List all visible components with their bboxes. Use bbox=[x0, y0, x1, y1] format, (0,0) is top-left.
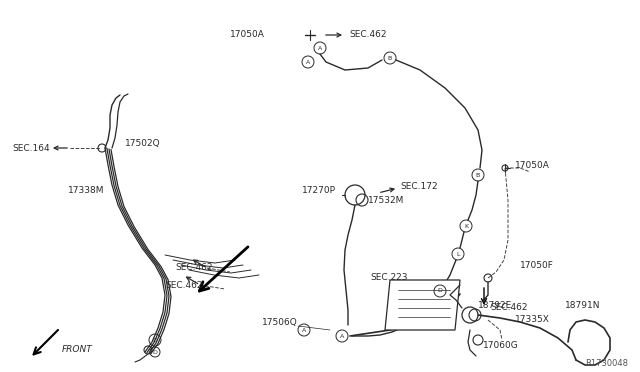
Text: R1730048: R1730048 bbox=[585, 359, 628, 368]
Text: 17050F: 17050F bbox=[520, 260, 554, 269]
Text: A: A bbox=[318, 45, 322, 51]
Polygon shape bbox=[385, 280, 460, 330]
Text: K: K bbox=[464, 224, 468, 228]
Text: B: B bbox=[476, 173, 480, 177]
Text: SEC.223: SEC.223 bbox=[370, 273, 408, 282]
Text: 18792E: 18792E bbox=[478, 301, 512, 310]
Text: SEC.462: SEC.462 bbox=[165, 280, 202, 289]
Text: D: D bbox=[152, 350, 157, 355]
Text: 17050A: 17050A bbox=[230, 29, 265, 38]
Text: SEC.462: SEC.462 bbox=[349, 29, 387, 38]
Text: A: A bbox=[340, 334, 344, 339]
Text: SEC.462: SEC.462 bbox=[490, 304, 527, 312]
Text: 17532M: 17532M bbox=[368, 196, 404, 205]
Text: A: A bbox=[302, 327, 306, 333]
Text: A: A bbox=[306, 60, 310, 64]
Text: 18791N: 18791N bbox=[565, 301, 600, 310]
Text: 17060G: 17060G bbox=[483, 340, 519, 350]
Text: 17050A: 17050A bbox=[515, 160, 550, 170]
Text: B: B bbox=[388, 55, 392, 61]
Text: SEC.164: SEC.164 bbox=[12, 144, 50, 153]
Text: FRONT: FRONT bbox=[62, 346, 93, 355]
Text: 17335X: 17335X bbox=[515, 315, 550, 324]
Text: 17270P: 17270P bbox=[302, 186, 336, 195]
Text: SEC.462: SEC.462 bbox=[175, 263, 212, 273]
Text: 17502Q: 17502Q bbox=[125, 138, 161, 148]
Text: D: D bbox=[438, 289, 442, 294]
Text: 17338M: 17338M bbox=[68, 186, 104, 195]
Text: SEC.172: SEC.172 bbox=[400, 182, 438, 190]
Text: L: L bbox=[456, 251, 460, 257]
Text: D: D bbox=[152, 337, 157, 343]
Text: 17506Q: 17506Q bbox=[262, 317, 298, 327]
